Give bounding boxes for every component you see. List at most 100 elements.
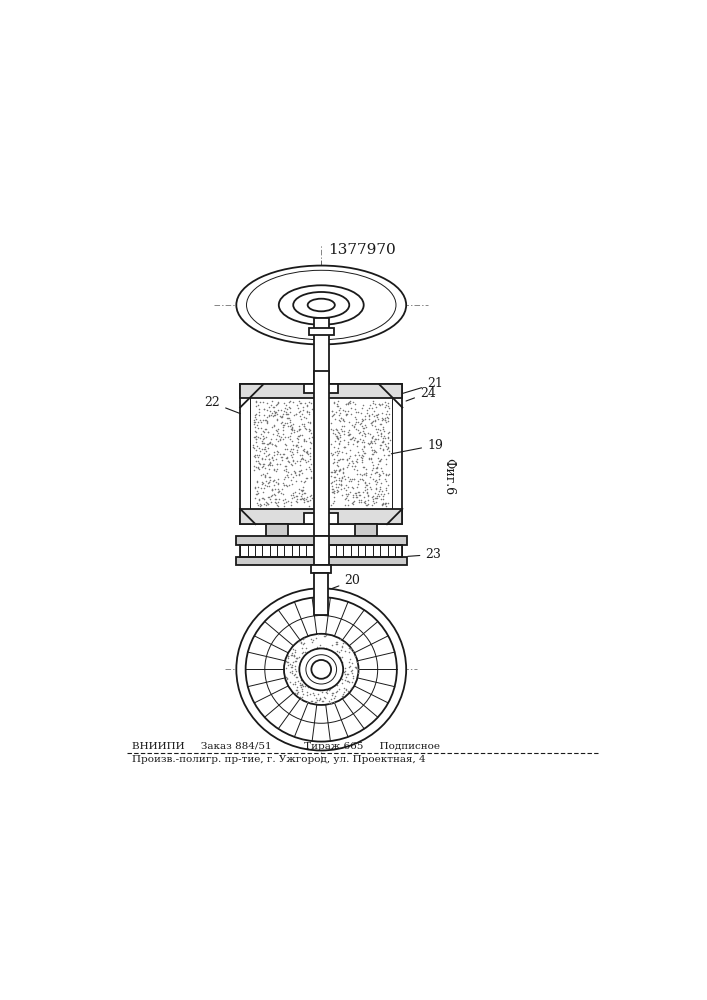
Point <box>257 451 268 467</box>
Point <box>368 491 379 507</box>
Point <box>260 497 271 513</box>
Point <box>340 669 351 685</box>
Point <box>337 470 348 486</box>
Point <box>267 405 278 421</box>
Point <box>292 431 303 447</box>
Point <box>360 419 371 435</box>
Point <box>293 400 304 416</box>
Point <box>320 646 332 662</box>
Point <box>308 632 319 648</box>
Point <box>303 414 314 430</box>
Point <box>247 437 259 453</box>
Point <box>281 467 293 483</box>
Point <box>269 481 281 497</box>
Point <box>293 673 304 689</box>
Point <box>301 654 312 670</box>
Point <box>291 467 302 483</box>
Point <box>266 488 277 504</box>
Point <box>266 407 277 423</box>
Point <box>258 445 269 461</box>
Point <box>367 489 378 505</box>
Point <box>272 481 284 497</box>
Point <box>298 431 310 447</box>
Point <box>268 462 279 478</box>
Point <box>286 419 297 435</box>
Point <box>262 415 273 431</box>
Point <box>267 449 278 465</box>
Point <box>295 488 306 504</box>
Point <box>340 672 351 688</box>
Point <box>259 441 271 457</box>
Point <box>271 443 283 459</box>
Point <box>344 471 356 487</box>
Point <box>381 456 392 472</box>
Point <box>377 421 388 437</box>
Point <box>286 457 298 473</box>
Point <box>289 465 300 481</box>
Point <box>259 412 270 428</box>
Point <box>268 444 279 460</box>
Point <box>325 475 337 491</box>
Point <box>302 403 313 419</box>
Point <box>253 407 264 423</box>
Point <box>332 430 343 446</box>
Point <box>332 659 343 675</box>
Point <box>311 679 322 695</box>
Point <box>286 497 297 513</box>
Point <box>379 496 390 512</box>
Point <box>360 474 371 490</box>
Point <box>354 487 366 503</box>
Point <box>251 473 262 489</box>
Point <box>264 456 275 472</box>
Point <box>267 408 279 424</box>
Point <box>253 491 264 507</box>
Point <box>334 429 345 445</box>
Point <box>326 415 337 431</box>
Point <box>251 447 262 463</box>
Point <box>252 486 263 502</box>
Point <box>351 487 362 503</box>
Point <box>250 490 261 506</box>
Point <box>335 481 346 497</box>
Point <box>368 446 379 462</box>
Point <box>259 441 270 457</box>
Point <box>259 460 271 476</box>
Point <box>317 693 328 709</box>
Point <box>377 465 388 481</box>
Point <box>356 441 368 457</box>
Point <box>281 401 293 417</box>
Point <box>334 462 346 478</box>
Point <box>357 397 368 413</box>
Point <box>349 493 360 509</box>
Bar <box>311 565 331 573</box>
Point <box>266 450 277 466</box>
Point <box>295 395 306 411</box>
Point <box>286 647 297 663</box>
Point <box>281 654 292 670</box>
Ellipse shape <box>311 660 331 679</box>
Point <box>380 482 392 498</box>
Point <box>294 656 305 672</box>
Point <box>256 497 267 513</box>
Text: 23: 23 <box>408 548 441 561</box>
Point <box>250 424 262 440</box>
Point <box>269 437 281 453</box>
Point <box>375 453 386 469</box>
Point <box>369 413 380 429</box>
Point <box>288 489 300 505</box>
Point <box>339 403 351 419</box>
Point <box>380 406 391 422</box>
Point <box>351 451 363 467</box>
Point <box>254 461 265 477</box>
Point <box>295 451 306 467</box>
Point <box>286 441 297 457</box>
Point <box>341 673 353 689</box>
Point <box>305 469 317 485</box>
Point <box>327 481 339 497</box>
Point <box>366 406 377 422</box>
Point <box>341 406 353 422</box>
Point <box>334 631 346 647</box>
Point <box>365 415 376 431</box>
Point <box>359 426 370 442</box>
Point <box>296 679 307 695</box>
